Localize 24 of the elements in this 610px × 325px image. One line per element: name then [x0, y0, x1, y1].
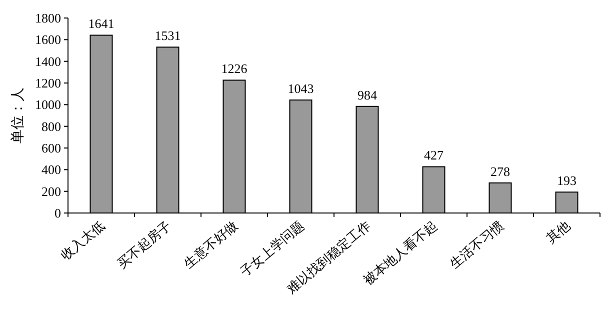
y-tick-label: 1600	[35, 32, 61, 48]
x-tick-label: 其他	[543, 218, 573, 246]
y-tick-label: 1000	[35, 97, 61, 112]
data-label: 1226	[221, 61, 248, 76]
y-tick-label: 200	[42, 184, 61, 199]
y-tick-label: 1200	[35, 76, 61, 90]
data-label: 278	[490, 164, 510, 179]
y-axis-title: 单位：人	[10, 88, 26, 144]
data-label: 1043	[288, 81, 314, 96]
y-tick-label: 0	[54, 206, 61, 220]
x-tick-label: 买不起房子	[114, 218, 174, 272]
y-tick-label: 1400	[35, 54, 61, 69]
y-tick-label: 400	[42, 162, 61, 178]
data-label: 427	[424, 148, 444, 163]
y-tick-label: 800	[42, 118, 61, 134]
y-tick-label: 600	[42, 140, 61, 156]
data-label: 984	[358, 87, 378, 102]
data-label: 1531	[154, 28, 181, 44]
x-tick-label: 生意不好做	[180, 218, 240, 272]
y-tick-label: 1800	[35, 10, 61, 26]
x-tick-label: 收入太低	[58, 218, 108, 263]
data-label: 193	[557, 173, 576, 188]
data-label: 1641	[88, 16, 114, 32]
x-tick-label: 生活不习惯	[446, 218, 506, 272]
